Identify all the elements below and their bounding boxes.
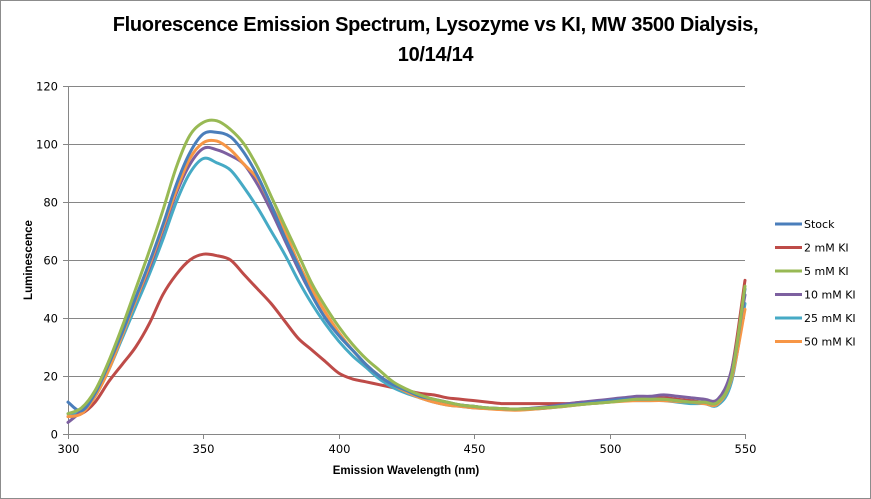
y-tick-label: 120	[36, 80, 58, 94]
gridlines	[68, 86, 745, 377]
axes	[63, 86, 746, 439]
x-tick-label: 500	[600, 442, 622, 456]
y-tick-label: 0	[51, 428, 58, 442]
series-line-50-mm-ki	[66, 138, 747, 419]
legend-item-5-mm-ki: 5 mM KI	[775, 265, 849, 278]
tick-labels: 0 20 40 60 80 100 120 300 350 400 450 500 550	[36, 80, 756, 457]
legend-label: Stock	[804, 218, 835, 231]
y-tick-label: 60	[43, 254, 58, 268]
y-tick-label: 100	[36, 138, 58, 152]
series-lines	[66, 118, 747, 424]
x-axis-title: Emission Wavelength (nm)	[333, 465, 480, 477]
x-tick-label: 450	[464, 442, 486, 456]
legend-label: 25 mM KI	[804, 312, 856, 325]
y-tick-label: 40	[43, 312, 58, 326]
chart-title-line-1: Fluorescence Emission Spectrum, Lysozyme…	[112, 14, 759, 36]
y-axis-title: Luminescence	[23, 220, 35, 300]
x-tick-label: 550	[735, 442, 757, 456]
legend-label: 10 mM KI	[804, 289, 856, 302]
legend-item-stock: Stock	[775, 218, 835, 231]
y-tick-label: 20	[43, 370, 58, 384]
legend-item-2-mm-ki: 2 mM KI	[775, 242, 849, 255]
legend-label: 50 mM KI	[804, 336, 856, 349]
legend-label: 5 mM KI	[804, 265, 849, 278]
legend: Stock 2 mM KI 5 mM KI 10 mM KI 25 mM KI 50 mM…	[775, 218, 856, 349]
legend-item-10-mm-ki: 10 mM KI	[775, 289, 856, 302]
y-tick-label: 80	[43, 196, 58, 210]
legend-label: 2 mM KI	[804, 242, 849, 255]
series-line-5-mm-ki	[66, 118, 747, 416]
x-tick-label: 350	[193, 442, 215, 456]
x-tick-label: 400	[329, 442, 351, 456]
chart-title-line-2: 10/14/14	[397, 44, 474, 66]
legend-item-25-mm-ki: 25 mM KI	[775, 312, 856, 325]
legend-item-50-mm-ki: 50 mM KI	[775, 336, 856, 349]
x-tick-label: 300	[58, 442, 80, 456]
series-line-stock	[66, 130, 747, 413]
